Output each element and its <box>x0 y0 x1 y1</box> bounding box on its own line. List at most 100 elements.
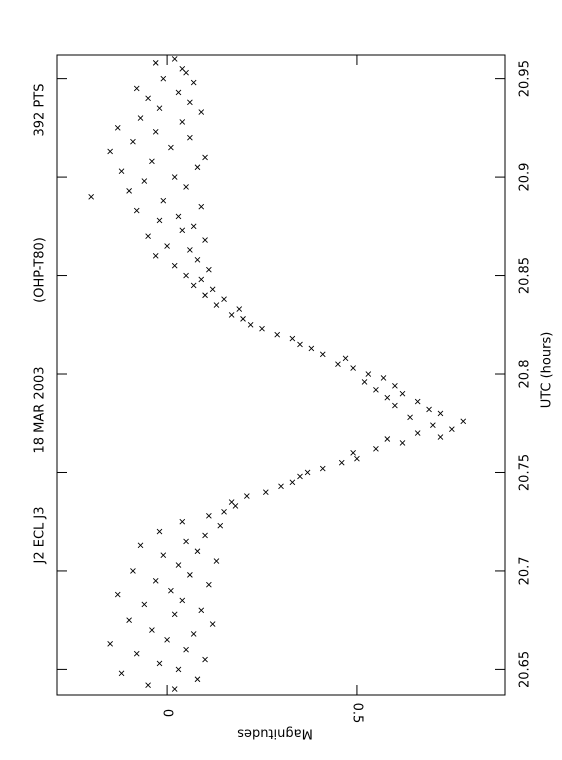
point <box>384 394 391 401</box>
point <box>171 611 178 618</box>
point <box>202 237 208 243</box>
point <box>175 666 182 673</box>
point <box>156 528 163 535</box>
point <box>156 660 163 667</box>
point <box>399 390 406 397</box>
point <box>206 266 212 273</box>
point <box>213 558 220 564</box>
point <box>308 345 315 352</box>
point <box>118 168 125 175</box>
x-tick-label: 20.75 <box>518 454 533 491</box>
point <box>392 402 398 409</box>
point <box>190 631 197 637</box>
point <box>194 256 201 263</box>
point <box>137 115 144 121</box>
point <box>194 676 201 683</box>
point <box>373 386 379 393</box>
point <box>414 430 421 436</box>
point <box>259 325 265 332</box>
point <box>426 406 432 413</box>
point <box>384 436 391 442</box>
point <box>319 351 326 358</box>
point <box>350 365 356 371</box>
point <box>88 193 94 200</box>
point <box>297 341 303 348</box>
point <box>319 465 326 472</box>
point <box>342 355 349 362</box>
point <box>168 587 174 594</box>
x-tick-label: 20.85 <box>518 257 533 294</box>
point <box>198 203 205 210</box>
point <box>278 483 284 490</box>
point <box>202 532 208 539</box>
point <box>145 682 151 688</box>
point <box>190 282 197 289</box>
point <box>209 621 216 627</box>
point <box>152 60 159 66</box>
point <box>202 154 208 161</box>
point <box>437 434 444 440</box>
point <box>179 227 186 234</box>
point <box>373 446 379 452</box>
point <box>133 85 140 92</box>
point <box>179 597 186 604</box>
point <box>133 207 140 214</box>
point <box>304 469 311 476</box>
point <box>354 455 360 462</box>
point <box>202 292 208 299</box>
point <box>190 223 197 230</box>
point <box>175 213 182 220</box>
point <box>187 247 193 253</box>
point <box>171 686 178 692</box>
point <box>152 577 159 584</box>
point <box>137 542 144 549</box>
point <box>126 188 132 194</box>
point <box>244 493 250 499</box>
point <box>198 276 205 283</box>
x-tick-label: 20.8 <box>518 360 533 389</box>
point <box>228 499 235 505</box>
point <box>107 148 113 155</box>
point <box>179 65 186 72</box>
point <box>141 178 148 184</box>
point <box>160 75 167 82</box>
point <box>361 379 368 385</box>
point <box>221 509 227 515</box>
point <box>149 627 155 633</box>
point <box>335 361 341 367</box>
point <box>152 253 159 259</box>
point <box>179 518 186 525</box>
point <box>209 286 216 293</box>
point <box>164 637 170 643</box>
point <box>175 562 182 568</box>
point <box>171 174 178 180</box>
point <box>130 568 136 574</box>
point <box>437 410 444 417</box>
point <box>407 414 413 421</box>
point <box>399 440 406 446</box>
point <box>160 552 167 559</box>
point <box>198 607 205 614</box>
point <box>460 418 467 425</box>
point <box>236 306 243 312</box>
point <box>183 272 189 279</box>
point <box>160 197 167 204</box>
point <box>187 99 193 106</box>
point <box>274 331 281 338</box>
point <box>392 383 398 389</box>
point <box>206 581 212 588</box>
point <box>414 398 421 405</box>
point <box>114 591 121 598</box>
point <box>149 158 155 165</box>
x-tick-label: 20.9 <box>518 163 533 192</box>
point <box>338 459 345 466</box>
y-tick-label: 0.5 <box>349 703 364 724</box>
point <box>171 56 178 62</box>
point <box>380 375 387 381</box>
x-axis-label: UTC (hours) <box>540 332 555 409</box>
point <box>187 572 193 578</box>
point <box>156 217 163 224</box>
point <box>118 670 125 677</box>
